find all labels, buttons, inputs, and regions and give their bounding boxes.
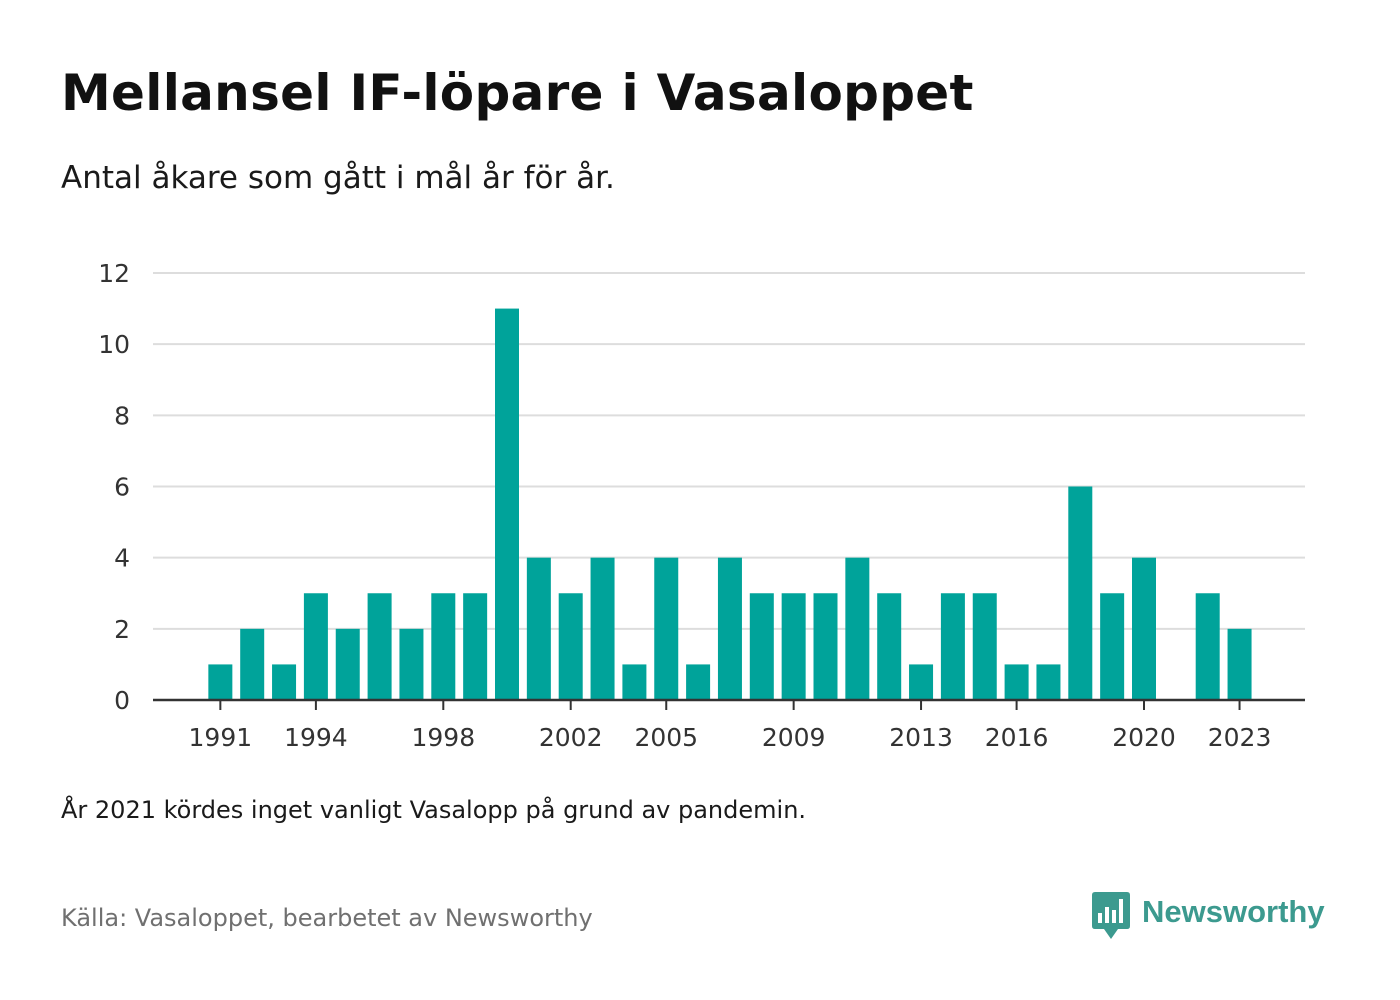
- bar-1999: [463, 593, 488, 700]
- x-tick-label: 2009: [762, 723, 826, 752]
- y-tick-label: 8: [114, 401, 130, 430]
- bar-2019: [1100, 593, 1125, 700]
- bar-2009: [781, 593, 806, 700]
- bar-2014: [940, 593, 965, 700]
- chart-footnote: År 2021 kördes inget vanligt Vasalopp på…: [61, 796, 807, 824]
- bar-1991: [208, 664, 233, 700]
- bar-2020: [1132, 557, 1156, 700]
- x-tick-label: 2013: [889, 723, 953, 752]
- bar-2004: [622, 664, 647, 700]
- bar-2022: [1195, 593, 1220, 700]
- bar-2011: [845, 557, 870, 700]
- bar-2002: [558, 593, 583, 700]
- y-tick-label: 4: [114, 544, 130, 573]
- newsworthy-brand: Newsworthy: [1091, 891, 1325, 941]
- x-tick-label: 2020: [1112, 723, 1176, 752]
- x-tick-label: 2002: [539, 723, 603, 752]
- axes: 0 2 4 6 8 10 12 1991 1994 1998 2002 2005 2009 2013 201…: [98, 259, 1305, 752]
- bar-2006: [686, 664, 711, 700]
- chart-title: Mellansel IF-löpare i Vasaloppet: [61, 64, 974, 122]
- y-tick-label: 6: [114, 473, 130, 502]
- source-credit: Källa: Vasaloppet, bearbetet av Newswort…: [61, 904, 593, 932]
- bar-2005: [654, 557, 679, 700]
- bar-1996: [367, 593, 392, 700]
- bar-2013: [909, 664, 934, 700]
- bar-2007: [717, 557, 742, 700]
- chart-subtitle: Antal åkare som gått i mål år för år.: [61, 160, 615, 196]
- x-tick-label: 2016: [985, 723, 1049, 752]
- x-tick-label: 1994: [284, 723, 348, 752]
- newsworthy-logo-icon: [1092, 892, 1130, 939]
- bar-1998: [431, 593, 456, 700]
- bar-1995: [335, 628, 360, 700]
- y-tick-label: 12: [98, 259, 130, 288]
- y-tick-label: 0: [114, 686, 130, 715]
- bar-2016: [1004, 664, 1029, 700]
- bar-chart: 0 2 4 6 8 10 12 1991 1994 1998 2002 2005 2009 2013 201…: [98, 259, 1305, 752]
- bar-2008: [749, 593, 774, 700]
- bar-2018: [1068, 486, 1093, 700]
- bar-2015: [972, 593, 997, 700]
- bar-2017: [1036, 664, 1061, 700]
- bars: [208, 308, 1252, 700]
- bar-1992: [240, 628, 265, 700]
- bar-2000: [495, 308, 519, 700]
- bar-1994: [303, 593, 328, 700]
- bar-1997: [399, 628, 424, 700]
- x-tick-label: 2005: [634, 723, 698, 752]
- y-tick-label: 2: [114, 615, 130, 644]
- x-tick-label: 1991: [189, 723, 253, 752]
- bar-1993: [272, 664, 297, 700]
- bar-2012: [877, 593, 902, 700]
- bar-2010: [813, 593, 838, 700]
- bar-2001: [526, 557, 551, 700]
- y-tick-label: 10: [98, 330, 130, 359]
- x-tick-label: 2023: [1208, 723, 1272, 752]
- brand-name: Newsworthy: [1142, 894, 1325, 929]
- bar-2003: [590, 557, 615, 700]
- x-tick-label: 1998: [411, 723, 475, 752]
- bar-2023: [1227, 628, 1252, 700]
